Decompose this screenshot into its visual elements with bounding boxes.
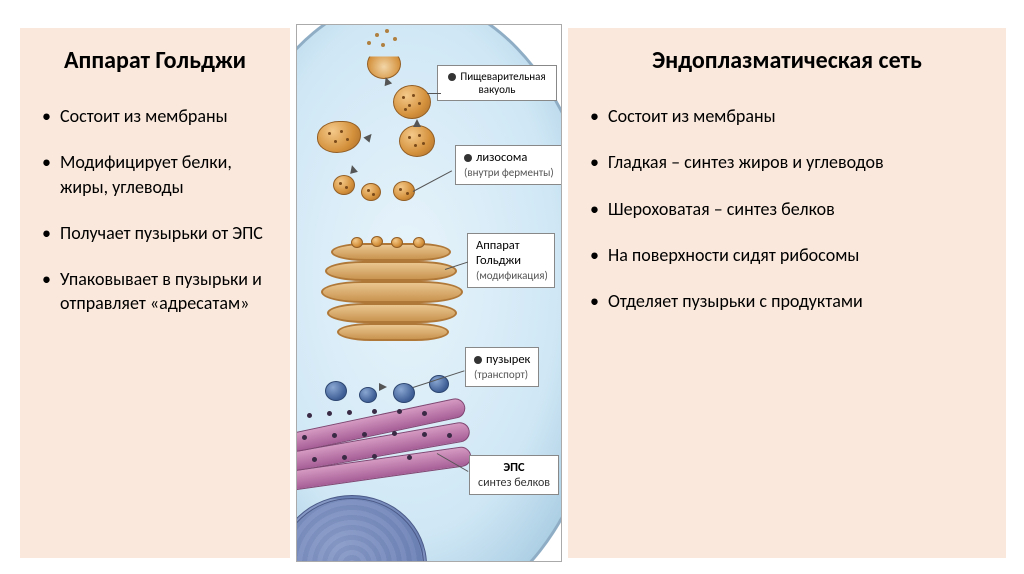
list-item: Состоит из мембраны [588,104,990,128]
label-er: ЭПС синтез белков [469,455,559,495]
label-vesicle: пузырек (транспорт) [465,347,539,387]
transport-vesicle [393,383,415,403]
er-title: Эндоплазматическая сеть [584,46,990,76]
label-subtext: (транспорт) [474,368,528,381]
list-item: Шероховатая – синтез белков [588,197,990,221]
transport-vesicle [359,387,377,403]
arrow-icon [413,119,421,127]
er-panel: Эндоплазматическая сеть Состоит из мембр… [568,28,1006,558]
arrow-icon [379,383,387,391]
golgi-list: Состоит из мембраны Модифицирует белки, … [36,104,274,316]
label-text: Аппарат Гольджи [476,238,521,268]
lysosome-small [361,183,381,201]
cell-diagram: Пищеварительная вакуоль лизосома (внутри… [296,24,562,562]
lysosome-small [333,175,355,195]
er-list: Состоит из мембраны Гладкая – синтез жир… [584,104,990,313]
digestive-vacuole [393,85,431,119]
label-text: пузырек [486,352,530,367]
list-item: Получает пузырьки от ЭПС [40,221,274,245]
label-vacuole: Пищеварительная вакуоль [437,65,557,101]
list-item: На поверхности сидят рибосомы [588,243,990,267]
label-subtext: синтез белков [478,476,550,490]
particle [385,29,389,33]
golgi-panel: Аппарат Гольджи Состоит из мембраны Моди… [20,28,290,558]
list-item: Модифицирует белки, жиры, углеводы [40,150,274,199]
golgi-title: Аппарат Гольджи [36,46,274,76]
label-subtext: (модификация) [476,269,548,282]
bullet-icon [464,154,472,162]
list-item: Состоит из мембраны [40,104,274,128]
particle [393,37,397,41]
lysosome-small [393,181,415,201]
nucleus [296,495,427,562]
bullet-icon [474,356,482,364]
leader-line [427,93,441,94]
particle [375,33,379,37]
list-item: Упаковывает в пузырьки и отправляет «адр… [40,267,274,316]
list-item: Отделяет пузырьки с продуктами [588,289,990,313]
label-lysosome: лизосома (внутри ферменты) [455,145,562,185]
particle [367,41,371,45]
label-text: лизосома [476,150,527,165]
golgi-apparatus [321,243,461,373]
digestive-vacuole [399,125,435,157]
label-golgi: Аппарат Гольджи (модификация) [467,233,555,288]
transport-vesicle [325,381,347,401]
label-subtext: (внутри ферменты) [464,166,554,179]
label-text: ЭПС [503,460,524,475]
bullet-icon [448,73,456,81]
list-item: Гладкая – синтез жиров и углеводов [588,150,990,174]
label-text: Пищеварительная вакуоль [460,70,545,96]
particle [381,43,385,47]
